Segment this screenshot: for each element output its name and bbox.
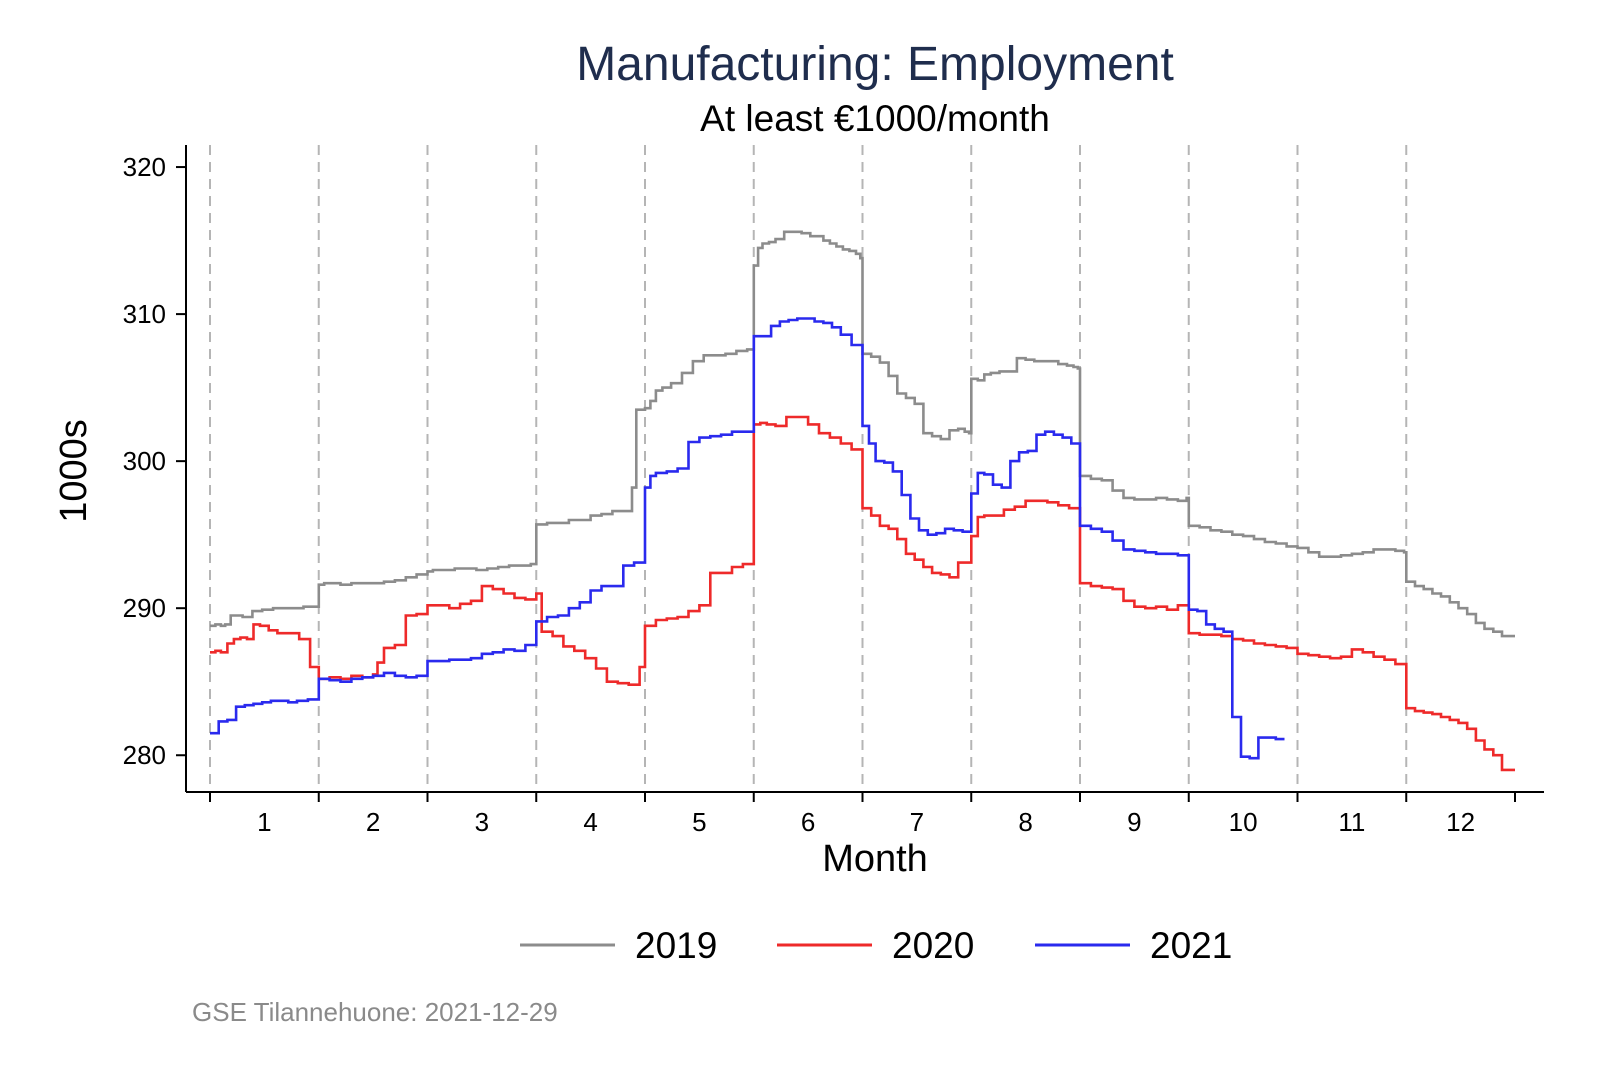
footnote: GSE Tilannehuone: 2021-12-29 (192, 997, 558, 1027)
x-tick-label: 4 (583, 807, 597, 837)
x-tick-label: 5 (692, 807, 706, 837)
series-line-2021 (210, 317, 1285, 760)
series-lines (210, 230, 1515, 772)
legend-label-2021: 2021 (1150, 925, 1232, 966)
legend-label-2020: 2020 (892, 925, 974, 966)
series-line-2020 (210, 415, 1515, 772)
y-tick-label: 290 (123, 593, 166, 623)
y-tick-label: 300 (123, 446, 166, 476)
x-tick-label: 9 (1127, 807, 1141, 837)
x-tick-label: 11 (1338, 807, 1365, 837)
x-tick-label: 2 (366, 807, 380, 837)
gridlines (209, 145, 1408, 792)
x-axis-label: Month (822, 838, 928, 880)
x-tick-label: 7 (910, 807, 924, 837)
y-tick-label: 320 (123, 152, 166, 182)
x-tick-label: 10 (1229, 807, 1258, 837)
y-tick-label: 310 (123, 299, 166, 329)
series-line-2019 (210, 230, 1515, 638)
x-tick-label: 3 (475, 807, 489, 837)
y-tick-label: 280 (123, 740, 166, 770)
chart-title: Manufacturing: Employment (576, 38, 1174, 91)
legend: 2019 2020 2021 (520, 925, 1232, 966)
y-axis-ticks: 280 290 300 310 320 (123, 152, 186, 770)
x-tick-label: 1 (257, 807, 271, 837)
chart-subtitle: At least €1000/month (700, 98, 1050, 139)
x-axis-ticks: 1 2 3 4 5 6 7 8 9 10 11 12 (209, 792, 1516, 837)
x-tick-label: 6 (801, 807, 815, 837)
y-axis-label: 1000s (53, 419, 95, 523)
x-tick-label: 8 (1018, 807, 1032, 837)
x-tick-label: 12 (1446, 807, 1475, 837)
legend-label-2019: 2019 (635, 925, 717, 966)
